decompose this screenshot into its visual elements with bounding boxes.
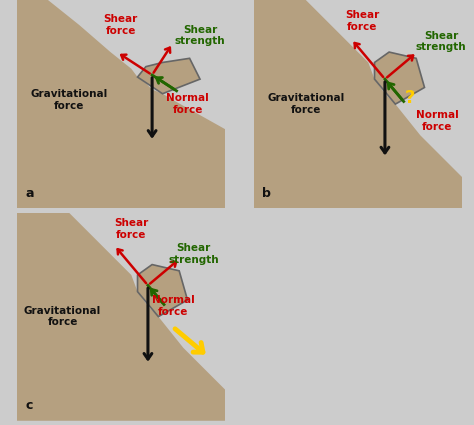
Text: ?: ?	[405, 89, 415, 107]
Text: Shear
force: Shear force	[345, 10, 379, 31]
Text: Shear
force: Shear force	[114, 218, 148, 240]
Polygon shape	[137, 58, 200, 94]
Text: c: c	[25, 400, 32, 412]
Text: Shear
strength: Shear strength	[168, 244, 219, 265]
Text: Gravitational
force: Gravitational force	[267, 94, 345, 115]
Text: Shear
force: Shear force	[104, 14, 138, 36]
Polygon shape	[254, 0, 462, 208]
Text: Normal
force: Normal force	[166, 94, 209, 115]
Text: Normal
force: Normal force	[416, 110, 458, 132]
Polygon shape	[17, 0, 225, 208]
Text: a: a	[25, 187, 34, 200]
Text: Shear
strength: Shear strength	[175, 25, 225, 46]
Polygon shape	[374, 52, 425, 104]
Text: Gravitational
force: Gravitational force	[30, 89, 108, 111]
Polygon shape	[137, 264, 188, 317]
Text: b: b	[262, 187, 271, 200]
Text: Shear
strength: Shear strength	[416, 31, 466, 52]
Text: Gravitational
force: Gravitational force	[24, 306, 101, 327]
Polygon shape	[17, 212, 225, 421]
Text: Normal
force: Normal force	[152, 295, 194, 317]
